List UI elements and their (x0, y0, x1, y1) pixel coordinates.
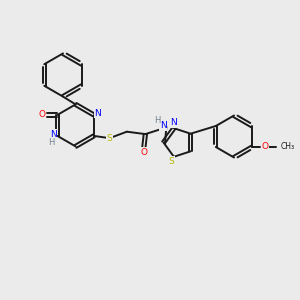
Text: CH₃: CH₃ (281, 142, 295, 152)
Text: S: S (169, 157, 174, 166)
Text: S: S (106, 134, 112, 143)
Text: N: N (160, 121, 167, 130)
Text: H: H (154, 116, 161, 125)
Text: O: O (140, 148, 147, 157)
Text: O: O (38, 110, 45, 119)
Text: H: H (48, 138, 55, 147)
Text: O: O (262, 142, 268, 152)
Text: N: N (50, 130, 57, 139)
Text: N: N (170, 118, 177, 127)
Text: N: N (94, 109, 101, 118)
